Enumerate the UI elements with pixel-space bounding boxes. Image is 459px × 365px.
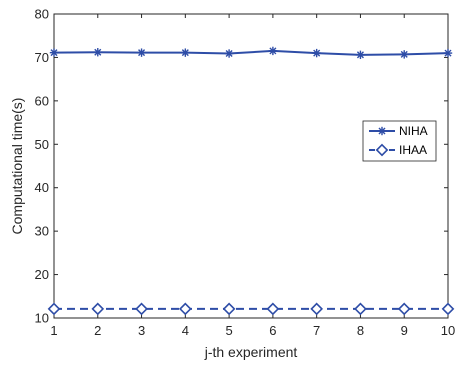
series-layer xyxy=(47,46,455,316)
data-point xyxy=(443,48,453,58)
asterisk-stroke xyxy=(50,49,58,57)
data-point xyxy=(93,48,102,57)
legend-sample-ihaa xyxy=(369,143,395,157)
legend-box xyxy=(362,120,437,162)
series-ihaa xyxy=(47,302,455,316)
x-tick-label: 10 xyxy=(441,323,455,338)
x-tick-label: 2 xyxy=(94,323,101,338)
y-tick-label: 20 xyxy=(35,267,49,282)
data-point xyxy=(400,50,409,59)
x-tick-label: 1 xyxy=(50,323,57,338)
y-tick-label: 80 xyxy=(35,7,49,22)
x-tick-label: 7 xyxy=(313,323,320,338)
data-point xyxy=(441,302,455,316)
x-tick-label: 8 xyxy=(357,323,364,338)
tick-labels: 1 2 3 4 5 6 7 8 9 10 10 20 30 40 50 60 70 80 xyxy=(35,7,456,339)
asterisk-stroke xyxy=(313,49,321,57)
asterisk-stroke xyxy=(269,47,277,55)
legend-label-ihaa: IHAA xyxy=(399,143,427,157)
asterisk-stroke xyxy=(138,49,146,57)
data-point xyxy=(268,46,278,56)
y-axis-title: Computational time(s) xyxy=(9,98,25,235)
asterisk-stroke xyxy=(444,49,452,57)
y-tick-label: 70 xyxy=(35,50,49,65)
x-axis-title: j-th experiment xyxy=(204,344,298,360)
asterisk-stroke xyxy=(225,50,233,58)
x-tick-label: 4 xyxy=(182,323,189,338)
data-point xyxy=(91,302,105,316)
data-point xyxy=(397,302,411,316)
data-point xyxy=(310,302,323,316)
y-tick-label: 50 xyxy=(35,137,49,152)
asterisk-stroke xyxy=(181,49,189,57)
axis-ticks xyxy=(53,13,449,319)
data-point xyxy=(354,302,367,316)
y-tick-label: 40 xyxy=(35,180,49,195)
asterisk-stroke xyxy=(378,127,386,135)
plot-area xyxy=(53,13,449,319)
legend: NIHA IHAA xyxy=(362,120,437,162)
x-tick-label: 5 xyxy=(225,323,232,338)
data-point xyxy=(49,48,59,57)
legend-marker xyxy=(375,143,389,157)
data-point xyxy=(137,48,146,57)
asterisk-stroke xyxy=(400,50,408,58)
data-point xyxy=(47,302,61,316)
series-niha xyxy=(49,46,453,60)
data-point xyxy=(224,49,234,58)
legend-items xyxy=(369,126,395,157)
legend-marker xyxy=(377,126,387,136)
data-point xyxy=(135,302,148,316)
y-tick-label: 10 xyxy=(35,311,49,326)
legend-sample-niha xyxy=(369,126,395,136)
series-line xyxy=(53,49,449,56)
data-point xyxy=(222,302,236,316)
x-tick-label: 3 xyxy=(138,323,145,338)
y-tick-label: 30 xyxy=(35,224,49,239)
asterisk-stroke xyxy=(94,48,102,56)
data-point xyxy=(179,302,192,316)
x-tick-label: 9 xyxy=(401,323,408,338)
data-point xyxy=(356,50,365,60)
y-tick-label: 60 xyxy=(35,93,49,108)
x-tick-label: 6 xyxy=(269,323,276,338)
asterisk-stroke xyxy=(356,51,364,59)
data-point xyxy=(266,302,280,316)
data-point xyxy=(181,48,190,57)
legend-label-niha: NIHA xyxy=(399,124,428,138)
data-point xyxy=(312,48,321,58)
